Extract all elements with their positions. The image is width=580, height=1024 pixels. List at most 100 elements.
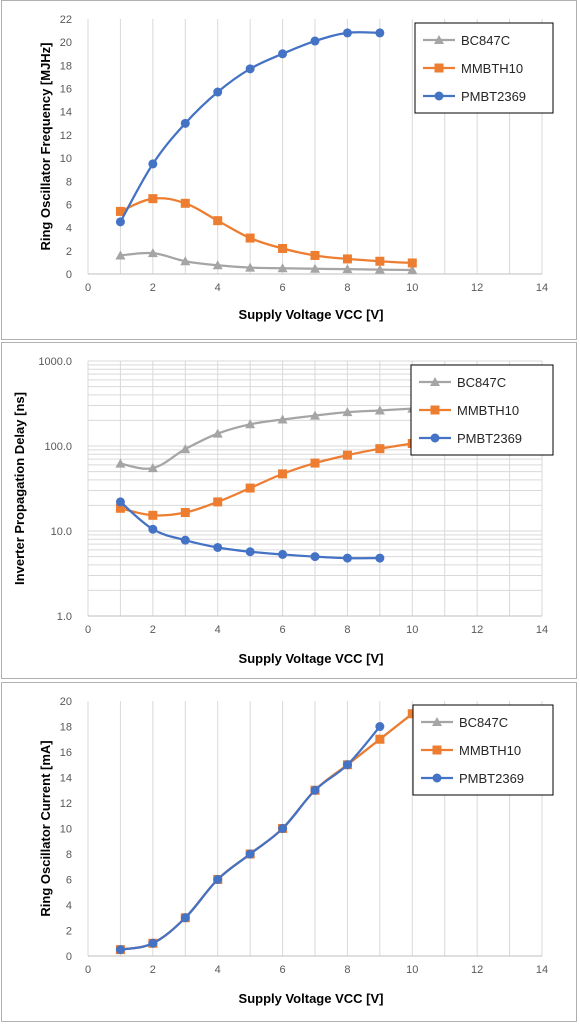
pmbt2369-point-2 [180,913,190,923]
x-tick-label: 2 [150,282,156,294]
mmbth10-point-8 [375,444,385,454]
bc847c-point-7 [342,264,353,274]
mmbth10-series [115,439,417,520]
x-tick-label: 0 [85,282,91,294]
bc847c-line [120,251,413,272]
y-tick-label: 1000.0 [38,356,72,368]
pmbt2369-point-8 [375,553,385,563]
legend: BC847C MMBTH10 PMBT2369 [414,22,554,114]
legend-mmbth10-point-0 [430,405,440,415]
y-axis-title: Inverter Propagation Delay [ns] [12,392,27,585]
mmbth10-point-6 [310,458,320,468]
mmbth10-line [120,712,413,951]
legend-label-mmbth10: MMBTH10 [461,61,523,76]
x-tick-label: 12 [471,282,483,294]
legend-bc847c-point-0 [430,377,440,386]
mmbth10-point-8 [375,256,385,266]
y-tick-label: 14 [60,107,72,119]
bc847c-point-6 [310,263,320,273]
y-tick-label: 18 [60,722,72,734]
legend-label-bc847c: BC847C [461,33,510,48]
bc847c-line [120,407,413,470]
bc847c-point-1 [147,248,158,258]
delay-chart: 0 2 4 6 8 10 12 14 1.0 10.0 100.0 1000.0 Supply Volt… [12,356,554,666]
bc847c-point-2 [180,256,191,266]
pmbt2369-point-4 [245,547,255,557]
mmbth10-point-4 [245,233,255,243]
y-tick-label: 2 [66,246,72,258]
pmbt2369-point-4 [245,849,255,859]
x-tick-label: 14 [536,624,548,636]
bc847c-point-5 [277,263,288,273]
pmbt2369-point-0 [115,217,125,227]
delay-chart-panel: 0 2 4 6 8 10 12 14 1.0 10.0 100.0 1000.0 Supply Volt… [1,342,577,679]
pmbt2369-point-1 [148,524,158,534]
pmbt2369-point-7 [342,28,352,38]
legend-label-pmbt2369: PMBT2369 [459,771,524,786]
mmbth10-point-4 [245,483,255,493]
bc847c-point-6 [310,410,320,420]
bc847c-point-3 [212,428,223,438]
mmbth10-point-9 [407,709,417,719]
x-tick-label: 4 [215,964,221,976]
y-axis-title: Ring Oscillator Frequency [MJHz] [38,42,53,250]
y-tick-label: 20 [60,37,72,49]
y-tick-label: 10 [60,153,72,165]
pmbt2369-point-3 [213,87,223,97]
bc847c-point-3 [212,260,223,270]
legend-label-mmbth10: MMBTH10 [459,743,521,758]
x-tick-label: 10 [406,624,418,636]
x-tick-label: 14 [536,282,548,294]
legend-label-pmbt2369: PMBT2369 [457,431,522,446]
x-tick-label: 6 [280,964,286,976]
x-tick-label: 4 [215,282,221,294]
pmbt2369-point-6 [310,36,320,46]
x-tick-label: 2 [150,964,156,976]
mmbth10-series [115,194,417,268]
y-tick-label: 16 [60,84,72,96]
mmbth10-point-6 [310,250,320,260]
pmbt2369-point-8 [375,722,385,731]
y-tick-label: 1.0 [57,611,72,623]
mmbth10-line [120,442,413,517]
y-tick-label: 20 [60,696,72,708]
mmbth10-point-1 [148,194,158,204]
mmbth10-point-5 [278,469,288,479]
x-tick-label: 12 [471,624,483,636]
current-chart-panel: 0 2 4 6 8 10 12 14 0 2 4 6 8 10 12 14 16 18 20 Supply Volta… [1,682,577,1022]
pmbt2369-point-5 [278,549,288,559]
y-tick-label: 16 [60,747,72,759]
x-tick-label: 14 [536,964,548,976]
bc847c-point-2 [180,444,191,454]
mmbth10-series [115,709,417,955]
x-tick-label: 10 [406,282,418,294]
mmbth10-point-3 [213,216,223,226]
mmbth10-point-0 [115,503,125,513]
mmbth10-point-1 [148,510,158,520]
y-tick-label: 14 [60,773,72,785]
pmbt2369-point-7 [342,760,352,770]
y-tick-label: 10 [60,824,72,836]
pmbt2369-point-6 [310,785,320,795]
y-tick-label: 6 [66,875,72,887]
legend-bc847c-point-0 [432,717,442,726]
pmbt2369-point-1 [148,938,158,948]
x-tick-label: 6 [280,624,286,636]
y-tick-label: 100.0 [44,441,72,453]
x-tick-label: 10 [406,964,418,976]
mmbth10-point-0 [115,206,125,216]
bc847c-point-7 [342,407,353,417]
bc847c-point-0 [115,250,126,260]
pmbt2369-point-5 [278,824,288,833]
frequency-chart: 0 2 4 6 8 10 12 14 0 2 4 6 8 10 12 14 16 18 20 22 Supply Vol… [38,14,554,322]
legend: BC847C MMBTH10 PMBT2369 [412,704,554,796]
y-tick-label: 2 [66,926,72,938]
bc847c-series [115,248,418,274]
bc847c-point-4 [245,262,256,272]
legend-pmbt2369-point-0 [434,91,444,101]
legend: BC847C MMBTH10 PMBT2369 [410,364,554,456]
x-tick-label: 12 [471,964,483,976]
bc847c-point-1 [147,463,158,473]
mmbth10-point-2 [180,508,190,518]
pmbt2369-point-1 [148,159,158,169]
